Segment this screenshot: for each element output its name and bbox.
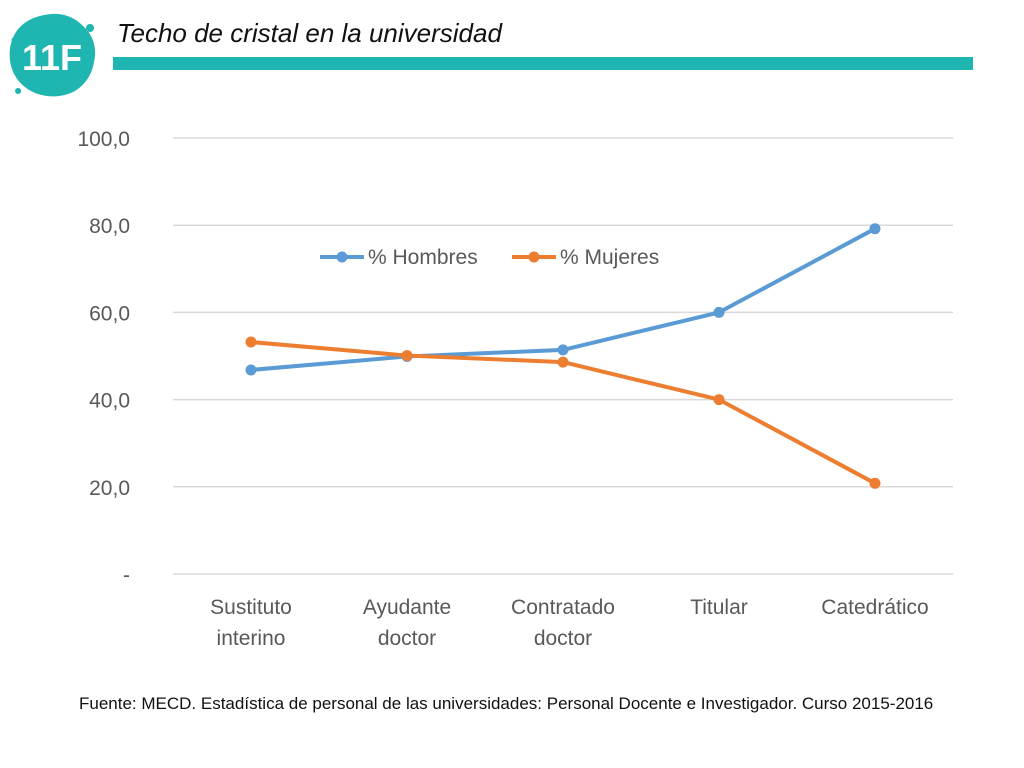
legend-label: % Mujeres [560, 246, 659, 269]
legend-label: % Hombres [368, 246, 478, 269]
data-point [557, 344, 569, 356]
brand-logo: 11F [9, 13, 96, 97]
logo-text: 11F [22, 37, 82, 78]
data-point [401, 350, 413, 362]
y-tick-label: 100,0 [77, 128, 130, 151]
data-point [245, 336, 257, 348]
legend-item: % Mujeres [512, 246, 659, 269]
title-underline-bar [113, 57, 973, 70]
data-point [713, 394, 725, 406]
y-tick-label: 60,0 [89, 302, 130, 325]
legend-marker [336, 251, 348, 263]
data-point [713, 306, 725, 318]
x-tick-label: Catedrático [821, 596, 928, 619]
x-tick-label: Contratado doctor [511, 596, 615, 650]
line-chart: - 20,0 40,0 60,0 80,0 100,0 Sustituto interino… [77, 128, 953, 650]
y-tick-label: - [123, 564, 130, 587]
slide-title: Techo de cristal en la universidad [117, 18, 502, 48]
data-point [869, 477, 881, 489]
source-note: Fuente: MECD. Estadística de personal de… [79, 694, 934, 713]
y-tick-label: 80,0 [89, 215, 130, 238]
legend-item: % Hombres [320, 246, 478, 269]
data-point [869, 223, 881, 235]
series-mujeres [245, 336, 881, 489]
y-tick-label: 40,0 [89, 390, 130, 413]
legend-marker [528, 251, 540, 263]
x-tick-label: Sustituto interino [210, 596, 292, 650]
data-point [557, 356, 569, 368]
x-tick-label: Ayudante doctor [363, 596, 451, 650]
logo-splash-shape [9, 13, 96, 97]
data-point [245, 364, 257, 376]
y-tick-label: 20,0 [89, 477, 130, 500]
x-tick-label: Titular [690, 596, 748, 619]
